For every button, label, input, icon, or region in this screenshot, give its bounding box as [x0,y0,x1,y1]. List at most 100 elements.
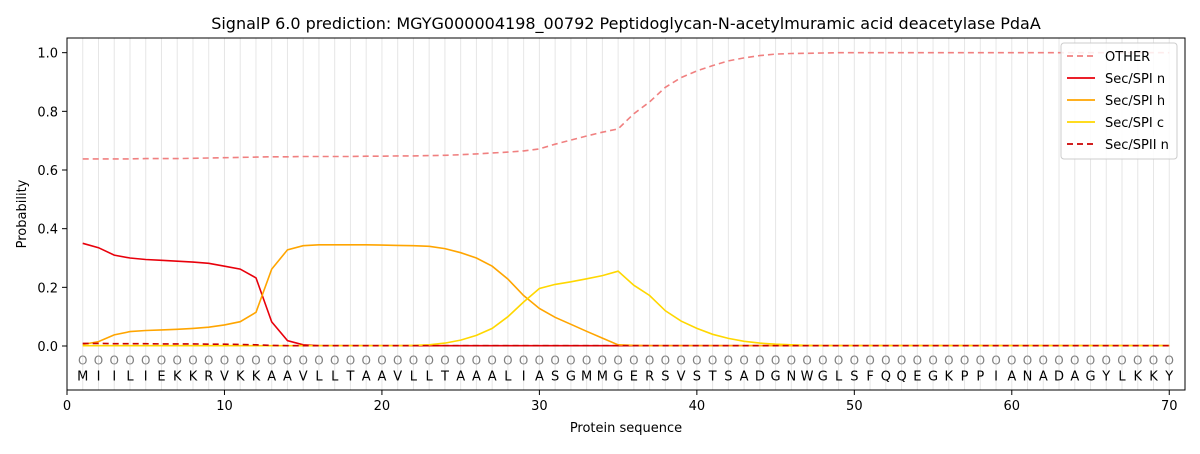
region-marker: O [645,354,654,368]
region-marker: O [629,354,638,368]
residue-label: G [771,369,781,384]
region-marker: O [550,354,559,368]
region-marker: O [298,354,307,368]
residue-label: L [331,369,339,384]
residue-label: S [693,369,701,384]
region-marker: O [1165,354,1174,368]
residue-label: S [850,369,858,384]
region-marker: O [1070,354,1079,368]
region-marker: O [1133,354,1142,368]
region-marker: O [960,354,969,368]
region-marker: O [991,354,1000,368]
region-marker: O [487,354,496,368]
residue-label: G [928,369,938,384]
x-tick-label: 50 [846,399,863,414]
residue-label: I [97,369,101,384]
region-marker: O [1149,354,1158,368]
residue-label: A [1070,369,1079,384]
region-marker: O [881,354,890,368]
region-marker: O [330,354,339,368]
residue-label: K [1149,369,1158,384]
region-marker: O [897,354,906,368]
residue-label: W [801,369,814,384]
region-marker: O [834,354,843,368]
region-marker: O [1054,354,1063,368]
region-marker: O [361,354,370,368]
residue-label: K [252,369,261,384]
sequence-layer: OMOIOIOLOIOEOKOKOROVOKOKOAOAOVOLOLOTOAOA… [77,354,1174,385]
region-marker: O [850,354,859,368]
x-tick-label: 70 [1161,399,1178,414]
residue-label: L [504,369,512,384]
region-marker: O [1023,354,1032,368]
series-line-sec-spi-h [82,244,1170,347]
y-tick-label: 0.6 [37,164,58,179]
region-marker: O [235,354,244,368]
residue-label: K [1133,369,1142,384]
residue-label: T [440,369,449,384]
residue-label: A [1007,369,1016,384]
region-marker: O [865,354,874,368]
residue-label: L [426,369,434,384]
region-marker: O [409,354,418,368]
residue-label: A [488,369,497,384]
residue-label: A [456,369,465,384]
region-marker: O [456,354,465,368]
residue-label: I [522,369,526,384]
residue-label: A [740,369,749,384]
residue-label: A [1039,369,1048,384]
residue-label: K [173,369,182,384]
region-marker: O [440,354,449,368]
region-marker: O [204,354,213,368]
residue-label: L [1118,369,1126,384]
residue-label: E [630,369,638,384]
y-tick-label: 1.0 [37,47,58,62]
series-line-other [82,51,1170,160]
region-marker: O [944,354,953,368]
residue-label: Q [896,369,906,384]
residue-label: L [410,369,418,384]
region-marker: O [755,354,764,368]
legend-label: OTHER [1105,50,1150,65]
series-line-sec-spi-n [82,242,1170,347]
residue-label: V [393,369,402,384]
residue-label: R [645,369,654,384]
region-marker: O [251,354,260,368]
residue-label: A [472,369,481,384]
region-marker: O [613,354,622,368]
region-marker: O [472,354,481,368]
residue-label: G [818,369,828,384]
y-axis-label: Probability [15,179,30,248]
region-marker: O [424,354,433,368]
residue-label: N [786,369,796,384]
region-marker: O [535,354,544,368]
residue-label: S [724,369,732,384]
x-tick-label: 30 [531,399,548,414]
residue-label: G [613,369,623,384]
x-tick-label: 0 [63,399,71,414]
residue-label: Y [1101,369,1110,384]
legend-label: Sec/SPI h [1105,94,1165,109]
chart-title: SignalP 6.0 prediction: MGYG000004198_00… [211,14,1041,34]
region-marker: O [724,354,733,368]
axes-layer: 0 10 20 30 40 50 60 70 0.0 0.2 0.4 0.6 0.8 1.0 [37,47,1177,414]
series-layer [82,51,1170,347]
plot-frame [66,37,1186,391]
y-tick-label: 0.2 [37,281,58,296]
region-marker: O [1039,354,1048,368]
residue-label: S [551,369,559,384]
region-marker: O [661,354,670,368]
residue-label: L [835,369,843,384]
residue-label: D [755,369,765,384]
residue-label: K [189,369,198,384]
y-tick-label: 0.8 [37,105,58,120]
region-marker: O [598,354,607,368]
grid-layer [82,38,1170,390]
residue-label: A [362,369,371,384]
residue-label: D [1054,369,1064,384]
region-marker: O [94,354,103,368]
region-marker: O [692,354,701,368]
residue-label: T [708,369,717,384]
residue-label: M [77,369,88,384]
